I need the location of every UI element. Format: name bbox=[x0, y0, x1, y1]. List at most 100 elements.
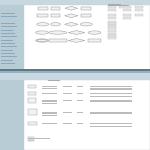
Polygon shape bbox=[64, 22, 78, 26]
Polygon shape bbox=[65, 6, 78, 10]
FancyBboxPatch shape bbox=[42, 113, 57, 114]
FancyBboxPatch shape bbox=[90, 101, 132, 102]
FancyBboxPatch shape bbox=[42, 115, 57, 116]
FancyBboxPatch shape bbox=[28, 85, 36, 88]
FancyBboxPatch shape bbox=[63, 123, 72, 124]
FancyBboxPatch shape bbox=[108, 5, 129, 6]
FancyBboxPatch shape bbox=[0, 0, 150, 70]
FancyBboxPatch shape bbox=[1, 63, 15, 64]
FancyBboxPatch shape bbox=[49, 39, 67, 42]
Ellipse shape bbox=[37, 39, 47, 42]
Ellipse shape bbox=[51, 23, 60, 26]
FancyBboxPatch shape bbox=[28, 138, 50, 139]
FancyBboxPatch shape bbox=[90, 126, 132, 127]
FancyBboxPatch shape bbox=[1, 33, 15, 34]
FancyBboxPatch shape bbox=[51, 14, 60, 17]
FancyBboxPatch shape bbox=[42, 123, 57, 124]
FancyBboxPatch shape bbox=[90, 93, 132, 94]
FancyBboxPatch shape bbox=[1, 43, 15, 44]
Polygon shape bbox=[64, 14, 78, 18]
FancyBboxPatch shape bbox=[0, 73, 150, 80]
Polygon shape bbox=[68, 39, 85, 42]
FancyBboxPatch shape bbox=[48, 80, 60, 81]
FancyBboxPatch shape bbox=[1, 13, 15, 14]
FancyBboxPatch shape bbox=[28, 136, 50, 137]
FancyBboxPatch shape bbox=[1, 30, 13, 31]
FancyBboxPatch shape bbox=[28, 92, 36, 94]
FancyBboxPatch shape bbox=[0, 0, 150, 5]
FancyBboxPatch shape bbox=[1, 46, 17, 47]
FancyBboxPatch shape bbox=[108, 33, 116, 35]
FancyBboxPatch shape bbox=[135, 6, 143, 8]
FancyBboxPatch shape bbox=[108, 14, 116, 16]
FancyBboxPatch shape bbox=[1, 67, 17, 68]
FancyBboxPatch shape bbox=[108, 17, 116, 19]
FancyBboxPatch shape bbox=[123, 9, 131, 11]
Ellipse shape bbox=[49, 31, 67, 34]
FancyBboxPatch shape bbox=[24, 5, 150, 70]
FancyBboxPatch shape bbox=[1, 9, 13, 10]
FancyBboxPatch shape bbox=[76, 93, 82, 94]
FancyBboxPatch shape bbox=[90, 86, 132, 87]
Ellipse shape bbox=[36, 39, 48, 42]
Ellipse shape bbox=[36, 31, 48, 34]
FancyBboxPatch shape bbox=[135, 14, 143, 16]
FancyBboxPatch shape bbox=[42, 101, 57, 102]
FancyBboxPatch shape bbox=[28, 109, 37, 115]
FancyBboxPatch shape bbox=[108, 21, 116, 22]
FancyBboxPatch shape bbox=[1, 56, 17, 57]
FancyBboxPatch shape bbox=[1, 53, 15, 54]
FancyBboxPatch shape bbox=[63, 86, 72, 87]
Ellipse shape bbox=[37, 23, 49, 26]
FancyBboxPatch shape bbox=[76, 86, 82, 87]
FancyBboxPatch shape bbox=[24, 80, 150, 150]
FancyBboxPatch shape bbox=[1, 50, 13, 51]
FancyBboxPatch shape bbox=[108, 9, 116, 11]
FancyBboxPatch shape bbox=[108, 35, 116, 37]
FancyBboxPatch shape bbox=[108, 23, 116, 25]
FancyBboxPatch shape bbox=[90, 123, 132, 124]
FancyBboxPatch shape bbox=[0, 80, 24, 150]
FancyBboxPatch shape bbox=[28, 140, 34, 141]
FancyBboxPatch shape bbox=[1, 26, 17, 27]
FancyBboxPatch shape bbox=[108, 37, 116, 39]
FancyBboxPatch shape bbox=[1, 16, 17, 17]
FancyBboxPatch shape bbox=[118, 6, 122, 8]
Polygon shape bbox=[68, 31, 85, 34]
FancyBboxPatch shape bbox=[1, 40, 13, 41]
FancyBboxPatch shape bbox=[28, 98, 36, 103]
FancyBboxPatch shape bbox=[1, 60, 13, 61]
FancyBboxPatch shape bbox=[81, 7, 91, 10]
Ellipse shape bbox=[88, 31, 101, 34]
FancyBboxPatch shape bbox=[90, 96, 132, 97]
FancyBboxPatch shape bbox=[0, 5, 24, 70]
FancyBboxPatch shape bbox=[42, 86, 57, 87]
FancyBboxPatch shape bbox=[90, 89, 132, 90]
FancyBboxPatch shape bbox=[90, 113, 132, 114]
FancyBboxPatch shape bbox=[0, 73, 150, 150]
FancyBboxPatch shape bbox=[108, 30, 116, 32]
FancyBboxPatch shape bbox=[76, 123, 82, 124]
Ellipse shape bbox=[80, 23, 92, 26]
FancyBboxPatch shape bbox=[123, 6, 131, 8]
FancyBboxPatch shape bbox=[28, 122, 37, 124]
FancyBboxPatch shape bbox=[88, 39, 101, 42]
FancyBboxPatch shape bbox=[123, 17, 131, 19]
FancyBboxPatch shape bbox=[28, 137, 34, 139]
FancyBboxPatch shape bbox=[38, 7, 48, 10]
FancyBboxPatch shape bbox=[108, 6, 116, 8]
FancyBboxPatch shape bbox=[0, 71, 150, 73]
FancyBboxPatch shape bbox=[63, 93, 72, 94]
FancyBboxPatch shape bbox=[81, 14, 91, 17]
FancyBboxPatch shape bbox=[135, 9, 143, 11]
FancyBboxPatch shape bbox=[1, 23, 15, 24]
FancyBboxPatch shape bbox=[108, 25, 116, 27]
FancyBboxPatch shape bbox=[51, 7, 60, 10]
FancyBboxPatch shape bbox=[42, 93, 57, 94]
FancyBboxPatch shape bbox=[37, 14, 48, 17]
FancyBboxPatch shape bbox=[1, 36, 17, 37]
FancyBboxPatch shape bbox=[108, 4, 122, 5]
FancyBboxPatch shape bbox=[0, 69, 150, 71]
FancyBboxPatch shape bbox=[123, 14, 131, 16]
FancyBboxPatch shape bbox=[108, 27, 116, 29]
